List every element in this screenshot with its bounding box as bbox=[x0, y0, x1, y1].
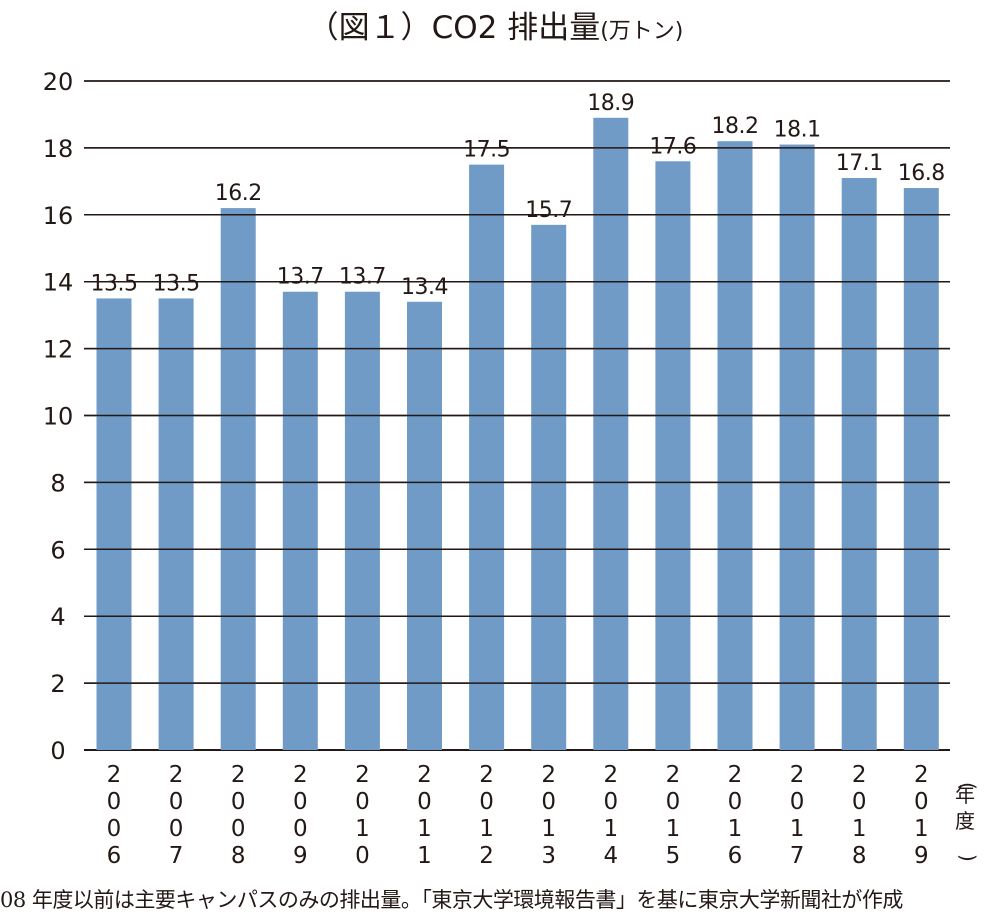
bar bbox=[158, 298, 194, 750]
y-tick-label: 14 bbox=[43, 269, 74, 297]
data-label: 17.6 bbox=[649, 134, 696, 159]
bar bbox=[96, 298, 132, 750]
y-tick-label: 4 bbox=[50, 603, 65, 631]
x-axis-label: (年度) bbox=[955, 782, 980, 862]
bar bbox=[531, 224, 567, 750]
y-tick-label: 6 bbox=[50, 536, 65, 564]
bar bbox=[282, 291, 318, 750]
data-label: 18.9 bbox=[587, 91, 634, 116]
bar-chart: 0 2 4 6 8 10 12 14 16 18 20 13.5 13.5 16.2 13.7 13.7 13.… bbox=[43, 68, 980, 869]
chart-title: （図１）CO2 排出量(万トン) bbox=[0, 8, 991, 52]
bar bbox=[220, 208, 256, 751]
y-tick-label: 16 bbox=[43, 202, 74, 230]
bar bbox=[344, 291, 380, 750]
bar bbox=[655, 161, 691, 750]
data-label: 18.1 bbox=[774, 118, 821, 143]
data-label: 17.1 bbox=[836, 151, 883, 176]
y-tick-label: 20 bbox=[43, 68, 74, 96]
chart-title-text: （図１）CO2 排出量 bbox=[307, 10, 601, 46]
data-label: 15.7 bbox=[525, 198, 572, 223]
data-label: 18.2 bbox=[712, 114, 759, 139]
y-tick-label: 8 bbox=[50, 469, 65, 497]
bar bbox=[717, 141, 753, 750]
data-label: 16.2 bbox=[215, 181, 262, 206]
data-label: 13.7 bbox=[339, 265, 386, 290]
data-label: 17.5 bbox=[463, 138, 510, 163]
y-tick-label: 10 bbox=[43, 403, 74, 431]
bar bbox=[779, 144, 815, 750]
data-label: 13.5 bbox=[91, 271, 138, 296]
bar bbox=[841, 178, 877, 750]
data-label: 16.8 bbox=[898, 161, 945, 186]
y-tick-label: 0 bbox=[50, 737, 65, 765]
source-footnote: 08 年度以前は主要キャンパスのみの排出量。「東京大学環境報告書」を基に東京大学… bbox=[0, 888, 903, 912]
bar bbox=[593, 117, 629, 751]
chart-unit-label: (万トン) bbox=[600, 19, 684, 44]
bar bbox=[407, 301, 442, 750]
y-tick-label: 2 bbox=[50, 670, 65, 698]
bar bbox=[469, 164, 505, 750]
data-label: 13.7 bbox=[277, 265, 324, 290]
y-tick-label: 12 bbox=[43, 336, 74, 364]
data-label: 13.5 bbox=[153, 271, 200, 296]
data-label: 13.4 bbox=[401, 275, 448, 300]
y-tick-label: 18 bbox=[43, 135, 74, 163]
bar bbox=[903, 188, 939, 751]
